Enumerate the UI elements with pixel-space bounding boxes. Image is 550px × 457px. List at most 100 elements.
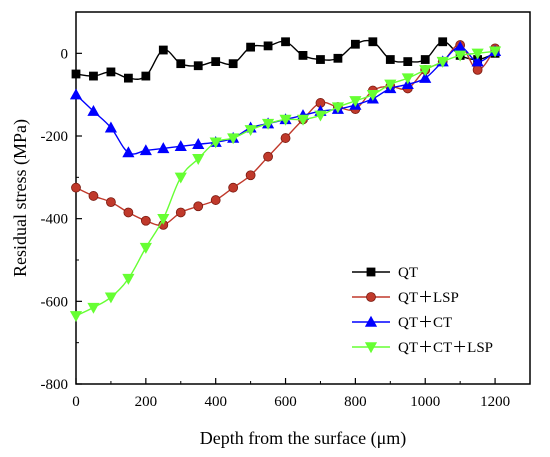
series-1 (71, 37, 500, 83)
data-point (298, 51, 308, 60)
data-point (193, 61, 203, 71)
x-tick-label: 600 (274, 394, 297, 410)
data-point (488, 46, 502, 58)
data-point (385, 55, 395, 64)
data-point (106, 197, 116, 208)
data-point (472, 64, 483, 75)
legend-label: QT (398, 265, 418, 281)
data-point (139, 242, 152, 254)
data-point (401, 73, 414, 85)
data-point (139, 144, 152, 156)
data-point (176, 59, 186, 69)
data-point (331, 102, 345, 114)
data-point (211, 57, 221, 66)
series-line (75, 39, 496, 80)
data-point (281, 37, 290, 47)
legend-marker (364, 315, 378, 327)
x-tick-label: 200 (135, 394, 158, 410)
data-point (87, 302, 100, 314)
data-point (123, 207, 134, 218)
data-point (280, 133, 291, 143)
data-point (279, 114, 292, 126)
plot-border (75, 11, 531, 385)
y-tick-label: 0 (61, 46, 69, 62)
legend-item: QT (352, 265, 418, 281)
data-point (88, 191, 99, 201)
data-point (228, 59, 238, 69)
legend-marker (366, 267, 376, 277)
plot-frame (75, 11, 531, 385)
legend-label: QT＋CT (398, 315, 452, 331)
data-point (122, 273, 135, 285)
series-line (75, 50, 496, 317)
data-point (454, 50, 467, 62)
data-point (104, 292, 118, 304)
data-point (263, 151, 273, 162)
legend-item: QT＋CT (352, 315, 452, 331)
data-point (69, 311, 83, 323)
legend-item: QT＋CT＋LSP (352, 340, 493, 356)
y-tick-label: -600 (41, 294, 69, 310)
data-point (350, 39, 360, 49)
data-point (141, 71, 151, 81)
x-tick-label: 1000 (410, 394, 440, 410)
data-point (471, 55, 484, 67)
data-point (384, 79, 397, 91)
data-point (438, 37, 448, 47)
x-tick-label: 400 (204, 394, 227, 410)
data-point (471, 48, 484, 60)
legend: QT QT＋LSP QT＋CT QT＋CT＋LSP (352, 265, 493, 356)
data-point (209, 137, 222, 149)
data-point (244, 125, 257, 137)
data-point (366, 89, 379, 101)
data-point (210, 195, 221, 205)
y-tick-label: -800 (41, 377, 69, 393)
data-point (89, 71, 98, 81)
data-point (157, 213, 170, 225)
data-point (106, 67, 116, 77)
legend-label: QT＋LSP (398, 290, 459, 306)
data-point (419, 71, 432, 83)
data-point (123, 73, 133, 83)
data-point (349, 96, 362, 108)
data-point (104, 121, 118, 133)
data-point (122, 146, 135, 158)
data-point (193, 201, 204, 212)
data-point (140, 215, 151, 226)
data-point (263, 41, 273, 51)
x-axis-title: Depth from the surface (μm) (200, 428, 407, 449)
data-point (192, 138, 205, 149)
data-point (228, 182, 239, 193)
series-layer (69, 37, 502, 323)
data-point (420, 55, 430, 64)
x-tick-label: 0 (72, 394, 80, 410)
data-point (314, 110, 327, 122)
data-point (157, 142, 170, 154)
legend-item: QT＋LSP (352, 290, 459, 306)
y-tick-label: -400 (41, 212, 69, 228)
data-point (333, 53, 343, 63)
x-tick-label: 800 (344, 394, 367, 410)
data-point (245, 170, 256, 181)
data-point (69, 88, 83, 100)
data-point (174, 172, 187, 184)
data-point (296, 114, 310, 126)
data-point (436, 56, 449, 68)
axis-ticks: 0 200 400 600 800 1000 1200 -800 -600 -400 -200 0 (41, 46, 511, 410)
data-point (71, 69, 81, 79)
data-point (71, 182, 81, 193)
legend-marker (366, 292, 376, 302)
legend-marker (364, 342, 378, 354)
data-point (192, 154, 205, 165)
data-point (227, 133, 240, 145)
data-point (158, 45, 168, 55)
y-axis-title: Residual stress (MPa) (10, 119, 31, 277)
legend-label: QT＋CT＋LSP (398, 340, 493, 356)
data-point (419, 65, 432, 77)
series-4 (69, 46, 502, 323)
data-point (368, 37, 378, 47)
y-tick-label: -200 (41, 129, 69, 145)
data-point (261, 118, 275, 130)
x-tick-label: 1200 (480, 394, 510, 410)
